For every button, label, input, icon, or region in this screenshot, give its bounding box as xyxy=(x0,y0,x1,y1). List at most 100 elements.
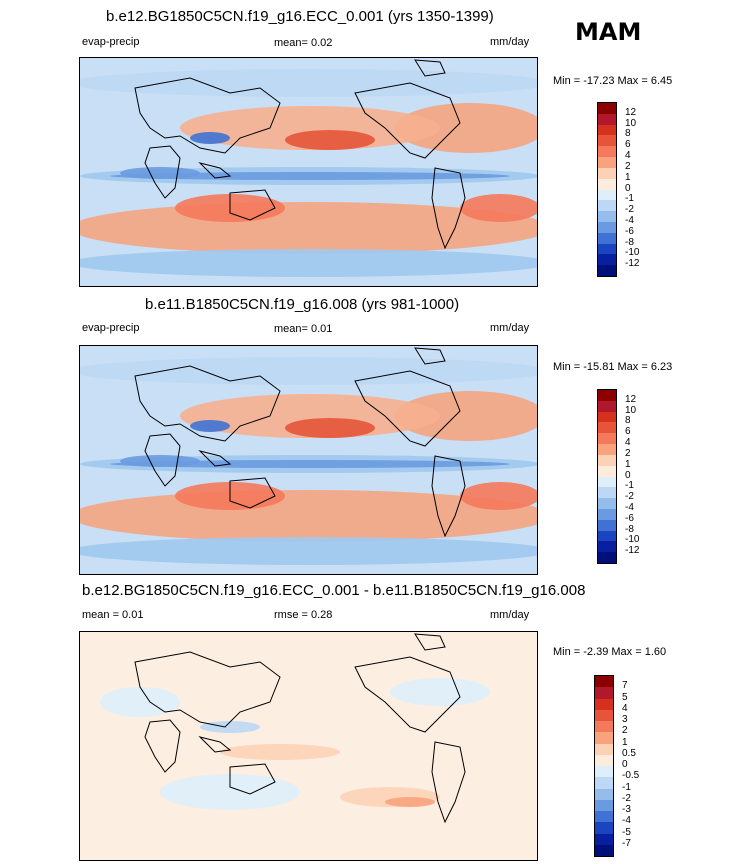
coastline xyxy=(354,370,461,447)
field-contour xyxy=(460,194,537,222)
panel-3-map xyxy=(79,631,538,861)
colorbar-box xyxy=(598,444,616,455)
colorbar-box xyxy=(598,135,616,147)
panel-2-colorbar xyxy=(597,389,617,564)
colorbar-box xyxy=(598,103,616,114)
colorbar-box xyxy=(598,113,616,125)
colorbar-tick-label: 0 xyxy=(622,759,628,770)
colorbar-tick-label: -1 xyxy=(625,480,634,492)
colorbar-box xyxy=(598,221,616,233)
colorbar-tick-label: -2 xyxy=(625,204,634,216)
colorbar-box xyxy=(595,676,613,688)
panel-1-variable-label: evap-precip xyxy=(82,36,140,48)
panel-2-map xyxy=(79,345,538,575)
colorbar-box xyxy=(598,498,616,509)
field-contour xyxy=(120,455,200,467)
colorbar-box xyxy=(598,465,616,477)
panel-1-colorbar xyxy=(597,102,617,277)
colorbar-box xyxy=(598,411,616,423)
panel-1-mean-label: mean= 0.02 xyxy=(274,37,333,49)
panel-1-units-label: mm/day xyxy=(490,36,530,48)
colorbar-box xyxy=(595,833,613,845)
coastline xyxy=(198,162,232,179)
colorbar-tick-label: 1 xyxy=(622,736,628,748)
colorbar-box xyxy=(595,811,613,823)
colorbar-box xyxy=(598,211,616,222)
colorbar-box xyxy=(598,189,616,201)
colorbar-box xyxy=(595,732,613,744)
colorbar-box xyxy=(595,754,613,766)
field-contour xyxy=(385,797,435,807)
colorbar-tick-label: 8 xyxy=(625,128,631,140)
colorbar-tick-label: -10 xyxy=(625,534,640,546)
panel-3-map-svg xyxy=(80,632,537,860)
colorbar-tick-label: 5 xyxy=(622,691,628,703)
panel-1-map-svg xyxy=(80,58,537,286)
field-contour xyxy=(460,482,537,510)
coastline xyxy=(134,77,281,154)
colorbar-box xyxy=(598,200,616,212)
coastline xyxy=(431,167,466,250)
field-contour xyxy=(180,394,440,438)
panel-3-rmse-label: rmse = 0.28 xyxy=(274,609,333,621)
panel-1-minmax: Min = -17.23 Max = 6.45 xyxy=(553,75,673,87)
coastline xyxy=(144,719,181,773)
colorbar-tick-label: 0 xyxy=(625,182,631,194)
colorbar-box xyxy=(598,508,616,520)
colorbar-tick-label: -6 xyxy=(625,225,634,237)
colorbar-tick-label: -12 xyxy=(625,545,640,557)
colorbar-box xyxy=(598,146,616,158)
colorbar-tick-label: 0.5 xyxy=(622,747,636,759)
colorbar-tick-label: 2 xyxy=(625,447,631,459)
field-contour xyxy=(80,249,537,277)
field-contour xyxy=(100,687,180,717)
colorbar-tick-label: 4 xyxy=(622,702,628,714)
panel-2-units-label: mm/day xyxy=(490,322,530,334)
coastline xyxy=(354,656,461,733)
colorbar-tick-label: 2 xyxy=(625,160,631,172)
colorbar-tick-label: 4 xyxy=(625,150,631,162)
panel-3-title: b.e12.BG1850C5CN.f19_g16.ECC_0.001 - b.e… xyxy=(82,582,586,599)
colorbar-box xyxy=(595,766,613,778)
colorbar-box xyxy=(598,476,616,488)
colorbar-tick-label: 6 xyxy=(625,139,631,151)
field-contour xyxy=(120,167,200,179)
colorbar-tick-label: -8 xyxy=(625,236,634,248)
colorbar-tick-label: -12 xyxy=(625,258,640,270)
field-contour xyxy=(110,172,510,180)
panel-3-units-label: mm/day xyxy=(490,609,530,621)
colorbar-box xyxy=(598,422,616,434)
panel-3-mean-label: mean = 0.01 xyxy=(82,609,144,621)
coastline xyxy=(144,433,181,487)
coastline xyxy=(229,189,276,221)
coastline xyxy=(431,455,466,538)
coastline xyxy=(144,145,181,199)
colorbar-box xyxy=(598,519,616,531)
colorbar-tick-label: 1 xyxy=(625,458,631,470)
colorbar-tick-label: -1 xyxy=(622,781,631,793)
panel-2-map-svg xyxy=(80,346,537,574)
coastline xyxy=(198,450,232,467)
coastline xyxy=(414,347,446,365)
field-contour xyxy=(395,103,537,153)
field-contour xyxy=(190,132,230,144)
colorbar-tick-label: -0.5 xyxy=(622,770,640,782)
coastline xyxy=(431,741,466,824)
panel-3-colorbar xyxy=(594,675,614,857)
field-contour xyxy=(390,678,490,706)
field-contour xyxy=(285,418,375,438)
colorbar-box xyxy=(598,390,616,401)
colorbar-tick-label: 8 xyxy=(625,415,631,427)
colorbar-tick-label: -6 xyxy=(625,512,634,524)
field-contour xyxy=(190,420,230,432)
colorbar-box xyxy=(598,541,616,553)
coastline xyxy=(229,477,276,509)
colorbar-tick-label: -8 xyxy=(625,523,634,535)
field-contour xyxy=(395,391,537,441)
panel-2-minmax: Min = -15.81 Max = 6.23 xyxy=(553,361,673,373)
coastline xyxy=(134,651,281,728)
colorbar-tick-label: -3 xyxy=(622,804,631,815)
colorbar-box xyxy=(595,799,613,811)
colorbar-tick-label: -4 xyxy=(625,214,634,226)
colorbar-box xyxy=(595,788,613,800)
